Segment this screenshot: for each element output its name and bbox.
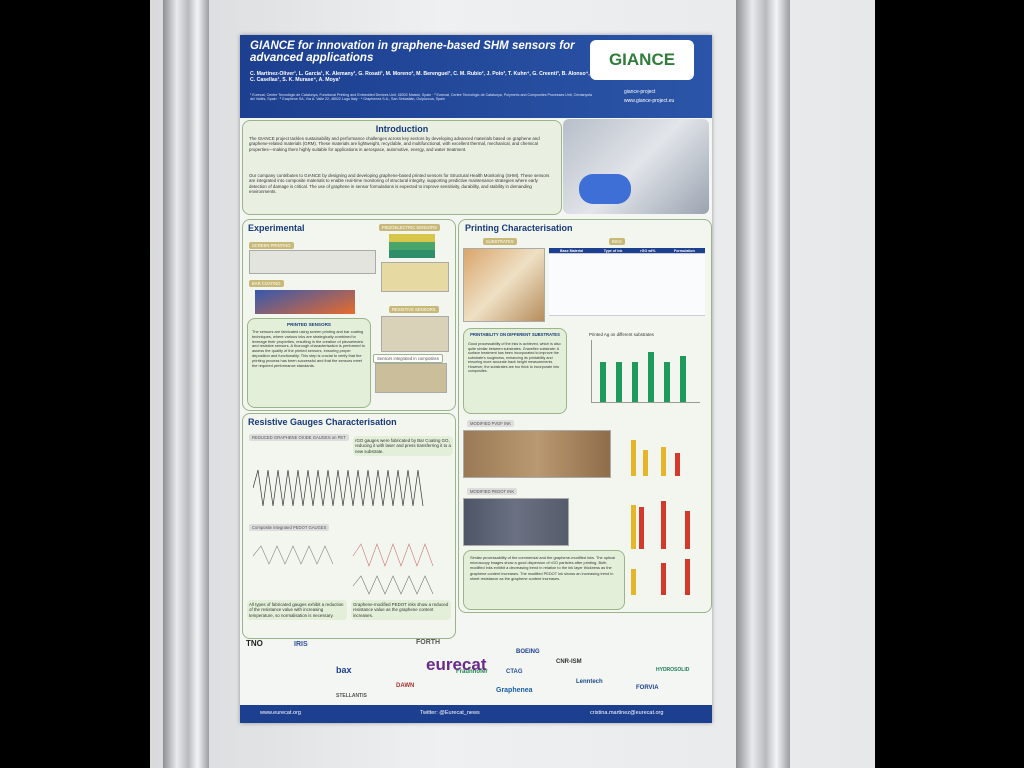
footer-email: cristina.martinez@eurecat.org [590, 710, 664, 716]
frame-rail [163, 0, 209, 768]
sensor-photo [381, 262, 449, 292]
signal-plot [253, 469, 424, 507]
poster-footer: www.eurecat.org Twitter: @Eurecat_news c… [240, 705, 712, 723]
note: rGO gauges were fabricated by Bar Coatin… [353, 436, 453, 457]
paragraph: Our company contributes to GIANCE by des… [249, 173, 550, 195]
glove [579, 174, 631, 204]
conclusions: Similar processability of the commercial… [470, 555, 616, 581]
partner-logo: CNR-ISM [556, 659, 582, 665]
bar [616, 362, 622, 402]
paragraph: Good processability of the inks is achie… [468, 342, 561, 373]
bar [632, 362, 638, 402]
microscopy-images [463, 430, 611, 478]
box-title: PRINTABILITY ON DIFFERENT SUBSTRATES [470, 332, 560, 337]
label: Sensors integrated in composites [373, 354, 443, 363]
authors: C. Martinez-Oliver¹, L. Garcia¹, K. Alem… [250, 71, 590, 84]
label: BAR COATING [249, 280, 284, 287]
partner-logo: eurecat [426, 655, 487, 674]
label: PIEZOELECTRIC SENSORS [379, 224, 440, 231]
section-title: Introduction [375, 124, 429, 134]
table-header: Base Material [549, 248, 595, 255]
partner-logo: Fraunhofer [456, 669, 488, 675]
table-header: Type of ink [594, 248, 632, 255]
label: REDUCED GRAPHENE OXIDE GAUGES on PET [249, 434, 349, 441]
label: RESISTIVE SENSORS [389, 306, 439, 313]
diagram [255, 290, 355, 314]
label: Composite integrated PEDOT GAUGES [249, 524, 330, 531]
partner-logo: STELLANTIS [336, 693, 367, 699]
text-box: PRINTED SENSORS The sensors are fabricat… [247, 318, 371, 408]
substrate-photo [463, 248, 545, 322]
bar [680, 356, 686, 402]
footer-twitter: Twitter: @Eurecat_news [420, 710, 480, 716]
bar [600, 362, 606, 402]
label: MODIFIED PVDF INK [467, 420, 514, 427]
text-box: Similar processability of the commercial… [463, 550, 625, 610]
partner-logo: Lenntech [576, 679, 603, 685]
partner-logo: CTAG [506, 669, 523, 675]
conclusion: Graphene-modified PEDOT inks show a redu… [351, 600, 451, 621]
diagram [249, 250, 376, 274]
paragraph: The sensors are fabricated using screen … [252, 329, 365, 368]
partner-logo: DAWN [396, 683, 415, 689]
website: www.giance-project.eu [624, 98, 675, 104]
giance-logo: GIANCE [590, 40, 694, 80]
partner-logo: FORVIA [636, 685, 659, 691]
sensor-photo [381, 316, 449, 352]
label: SCREEN PRINTING [249, 242, 294, 249]
experimental-box: Experimental SCREEN PRINTING BAR COATING… [242, 219, 456, 411]
poster-header: GIANCE for innovation in graphene-based … [240, 35, 712, 118]
printing-box: Printing Characterisation SUBSTRATES INK… [458, 219, 712, 613]
partner-logos: TNO IRIS FORTH BOEING Fraunhofer CTAG CNR-ISM e… [240, 635, 712, 705]
chart-title: Printed Ag on different substrates [589, 332, 654, 337]
label: SUBSTRATES [483, 238, 517, 245]
signal-plot [253, 543, 434, 595]
section-title: Printing Characterisation [465, 223, 573, 233]
composite-photo [375, 363, 447, 393]
partner-logo: IRIS [294, 641, 308, 648]
footer-web: www.eurecat.org [260, 710, 301, 716]
section-title: Resistive Gauges Characterisation [248, 417, 397, 427]
poster-title: GIANCE for innovation in graphene-based … [250, 40, 575, 64]
partner-logo: HYDROSOLID [656, 667, 690, 673]
partner-logo: FORTH [416, 639, 441, 646]
text-box: PRINTABILITY ON DIFFERENT SUBSTRATES Goo… [463, 328, 567, 414]
bar-chart [591, 340, 700, 403]
affiliations: ¹ Eurecat, Centre Tecnològic de Cataluny… [250, 93, 593, 102]
layer-stack [389, 234, 435, 258]
partner-logo: TNO [246, 639, 263, 648]
ink-table: Base Material Type of ink rGO wt% Formulati… [549, 248, 705, 317]
microscopy-images [463, 498, 569, 546]
conclusion: All types of fabricated gauges exhibit a… [247, 600, 347, 621]
linkedin: giance-project [624, 89, 656, 95]
bar [664, 362, 670, 402]
paragraph: The GIANCE project tackles sustainabilit… [249, 136, 540, 152]
bar [648, 352, 654, 402]
bar-charts [627, 435, 703, 595]
frame-rail [736, 0, 790, 768]
photo-graphene-film [563, 119, 709, 214]
section-title: Experimental [248, 223, 305, 233]
resistive-box: Resistive Gauges Characterisation REDUCE… [242, 413, 456, 639]
table-header: rGO wt% [631, 248, 664, 255]
table-header: Formulation [663, 248, 705, 255]
partner-logo: Graphenea [496, 687, 533, 694]
label: INKS [609, 238, 625, 245]
box-title: PRINTED SENSORS [287, 322, 331, 327]
label: MODIFIED PEDOT INK [467, 488, 518, 495]
intro-box: Introduction The GIANCE project tackles … [242, 120, 562, 215]
poster: GIANCE for innovation in graphene-based … [240, 35, 712, 723]
partner-logo: bax [336, 665, 352, 675]
partner-logo: BOEING [516, 649, 540, 655]
